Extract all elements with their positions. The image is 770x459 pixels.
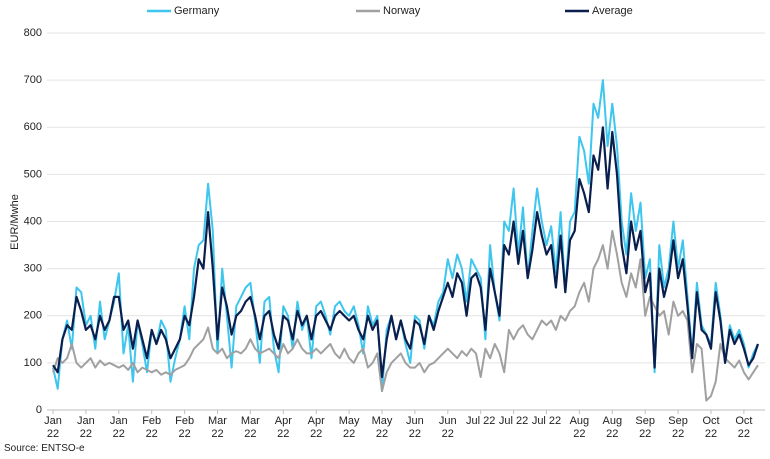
y-tick-label: 0 [36,404,42,416]
x-tick-label: Jul 22 [531,415,562,427]
y-tick-label: 700 [24,74,42,86]
x-tick-label: Apr 22 [307,415,325,440]
y-tick-label: 100 [24,357,42,369]
series-line [52,126,760,379]
x-tick-label: Aug 22 [602,415,623,440]
y-tick-label: 800 [24,27,42,39]
x-tick-label: Feb 22 [175,415,195,440]
x-tick-label: Mar 22 [208,415,227,440]
x-tick-label: Jul 22 [466,415,496,427]
y-tick-label: 400 [24,215,42,227]
x-tick-label: May 22 [338,415,360,440]
x-tick-label: Aug 22 [569,415,590,440]
y-tick-label: 500 [24,168,42,180]
x-tick-label: Feb 22 [142,415,162,440]
source: Source: ENTSO-e [4,443,85,454]
x-tick-label: May 22 [371,415,393,440]
x-tick-label: Sep 22 [635,415,655,440]
series-line [52,229,759,402]
x-tick-label: Jun 22 [438,415,457,440]
x-tick-label: Jan 22 [77,415,95,440]
y-axis-title: EUR/Mwhe [9,194,21,250]
x-tick-label: Oct 22 [735,415,753,440]
x-tick-label: Apr 22 [274,415,292,440]
x-tick-label: Jan 22 [109,415,128,440]
x-tick-label: Oct 22 [702,415,720,440]
legend-label: Germany [174,5,220,17]
x-tick-label: Jun 22 [406,415,424,440]
legend-label: Average [592,5,633,17]
x-tick-label: Jul 22 [498,415,529,427]
x-tick-label: Sep 22 [668,415,688,440]
series-line [52,79,759,393]
x-tick-label: Mar 22 [240,415,260,440]
x-tick-label: Jan 22 [44,415,62,440]
y-tick-label: 200 [24,310,42,322]
y-tick-label: 300 [24,263,42,275]
legend-label: Norway [383,5,421,17]
y-tick-label: 600 [24,121,42,133]
